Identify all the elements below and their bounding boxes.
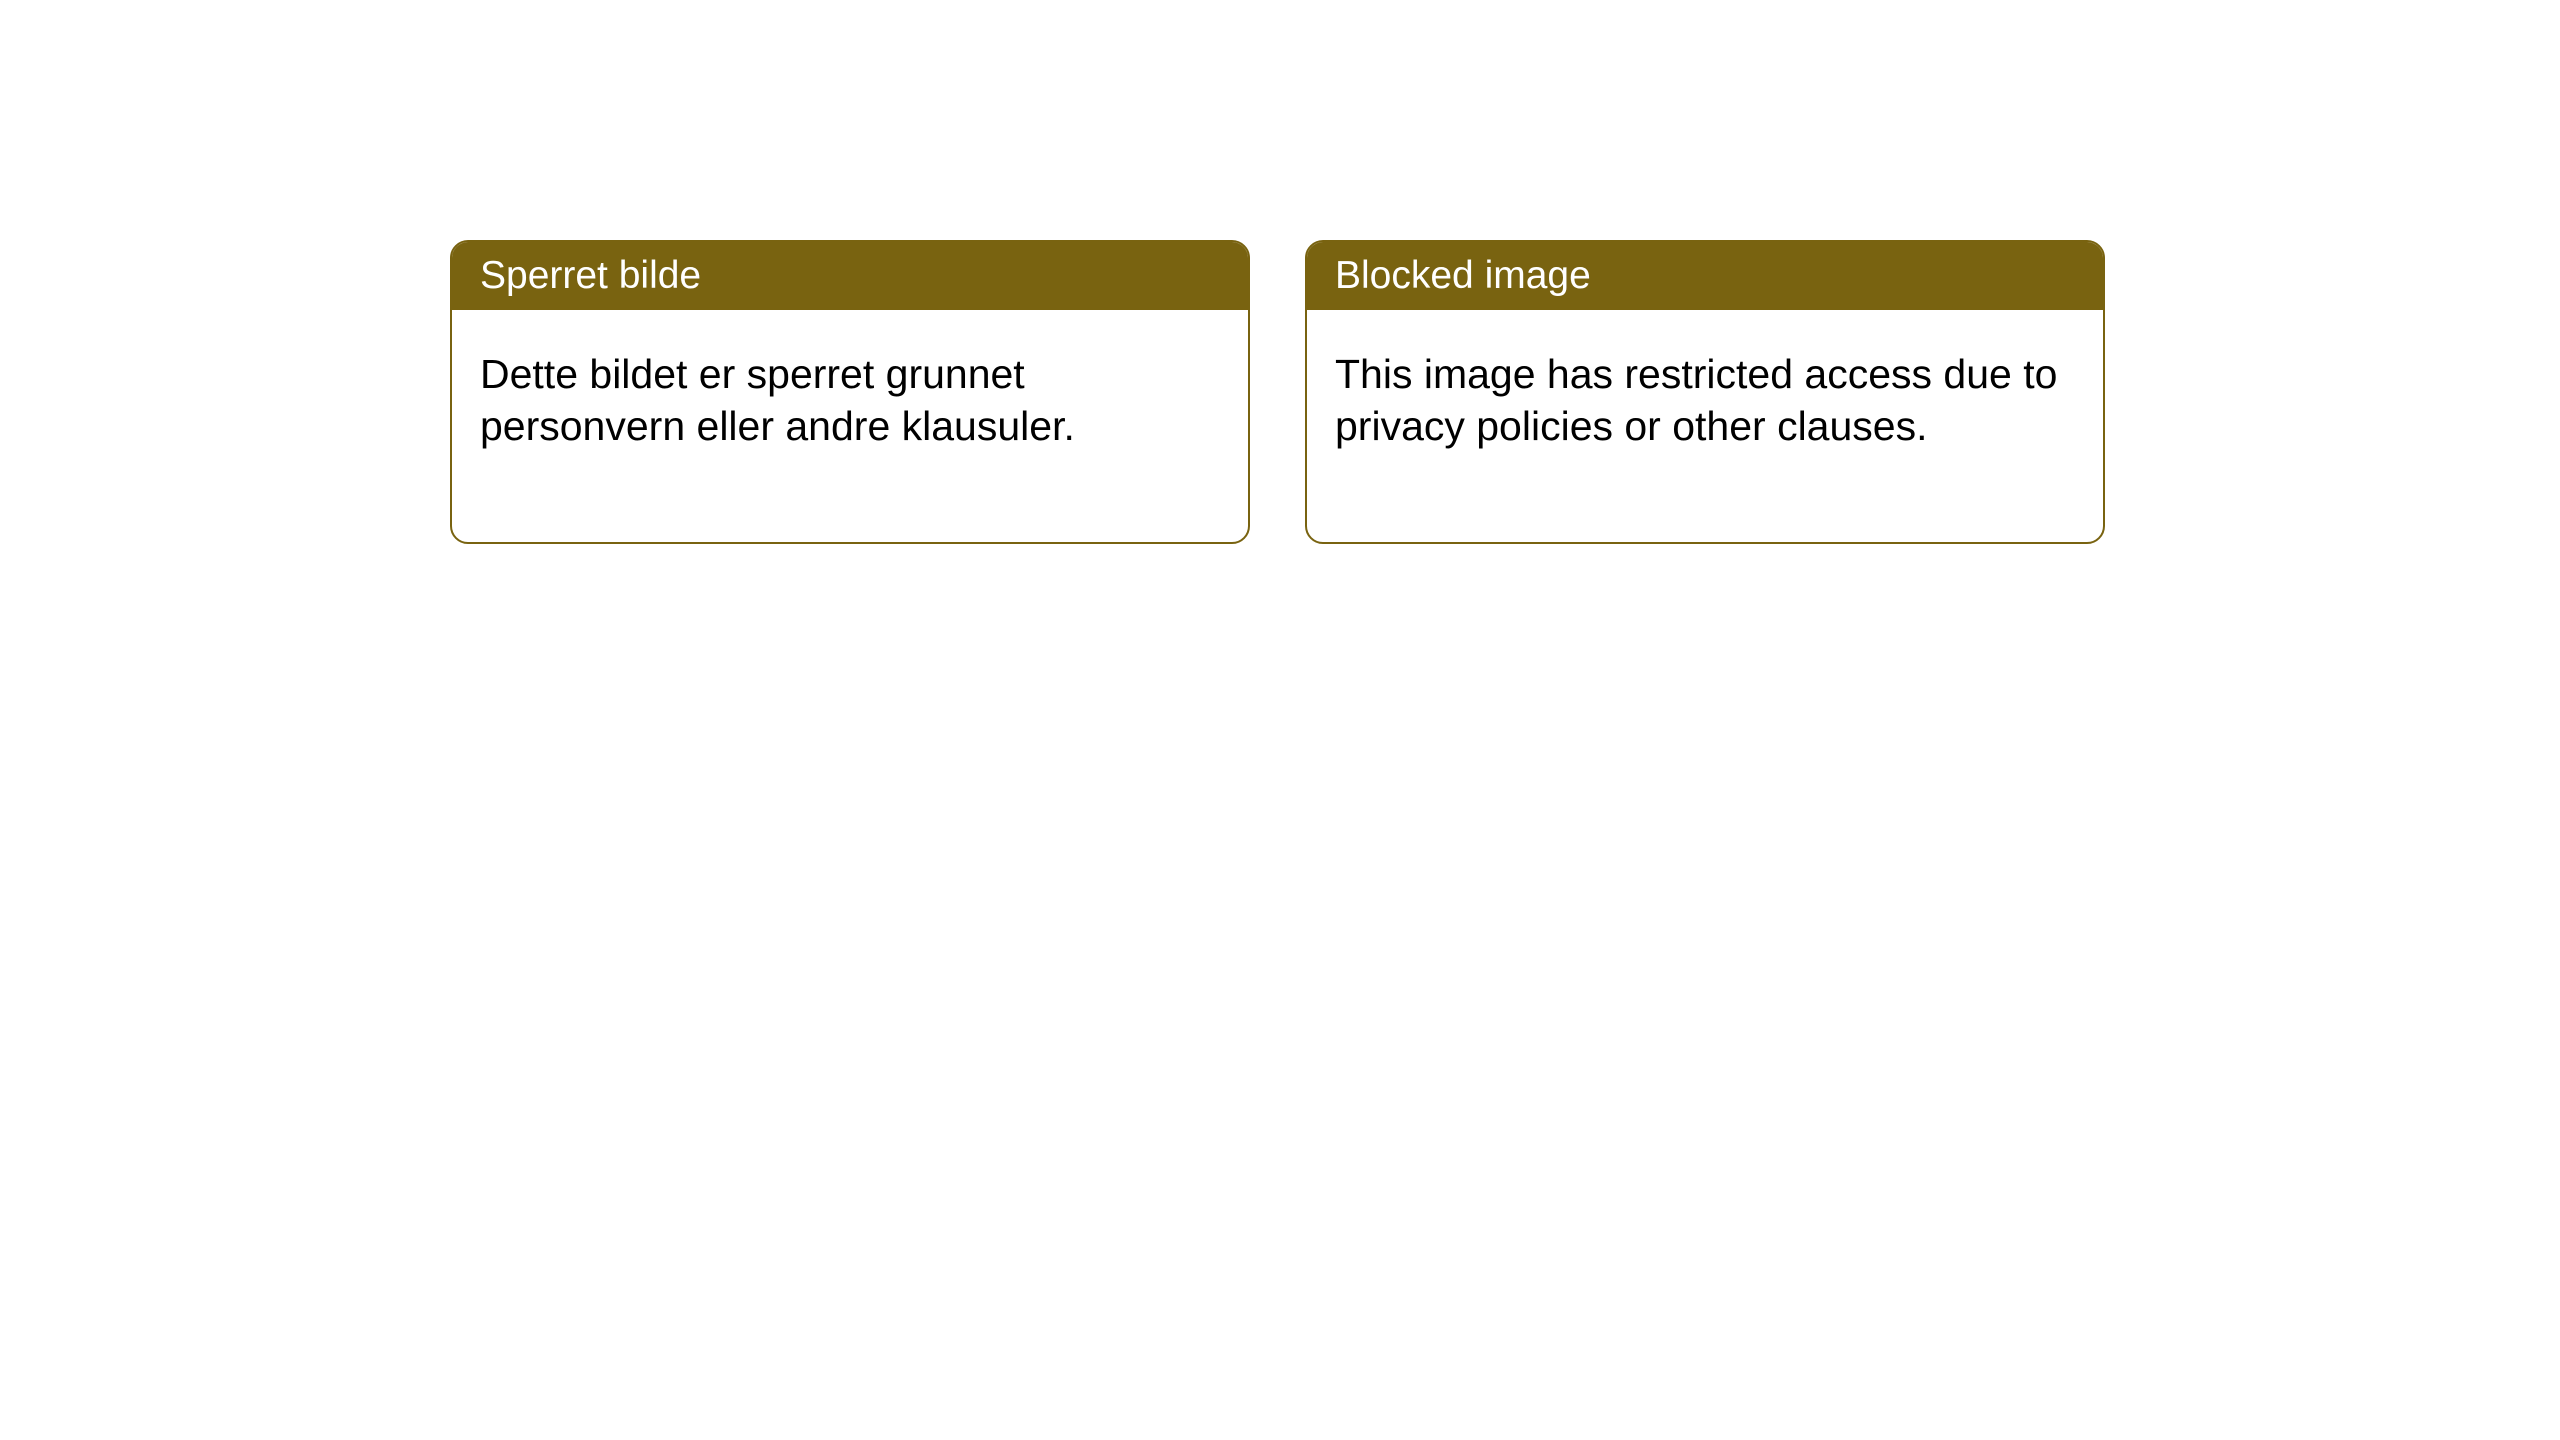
card-body-text: Dette bildet er sperret grunnet personve… [480,351,1075,449]
card-header-norwegian: Sperret bilde [452,242,1248,310]
card-title: Sperret bilde [480,254,701,297]
card-title: Blocked image [1335,254,1591,297]
card-body-text: This image has restricted access due to … [1335,351,2057,449]
card-header-english: Blocked image [1307,242,2103,310]
notice-card-norwegian: Sperret bilde Dette bildet er sperret gr… [450,240,1250,544]
card-body-english: This image has restricted access due to … [1307,310,2103,542]
notice-card-english: Blocked image This image has restricted … [1305,240,2105,544]
card-body-norwegian: Dette bildet er sperret grunnet personve… [452,310,1248,542]
notice-cards-container: Sperret bilde Dette bildet er sperret gr… [450,240,2105,544]
